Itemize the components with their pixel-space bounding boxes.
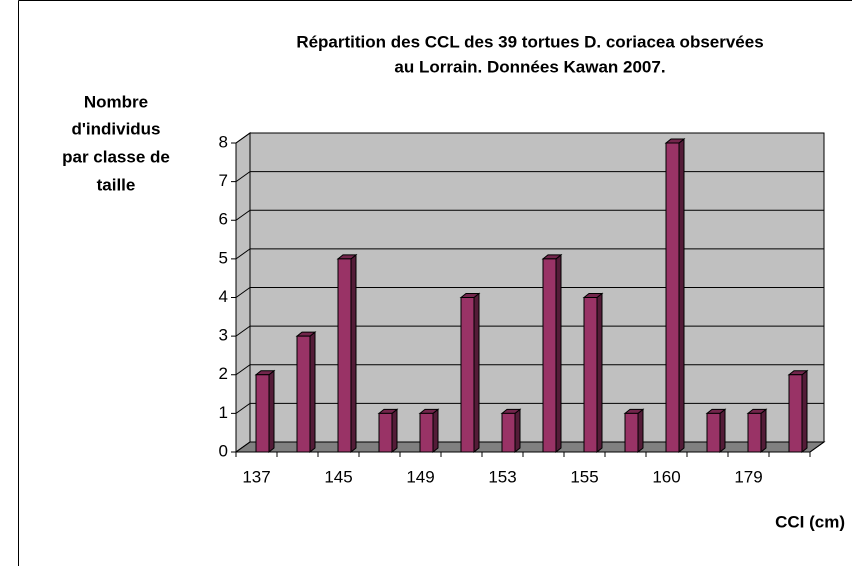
bar — [747, 412, 762, 453]
y-axis-label: d'individus — [71, 119, 160, 138]
y-axis-label: taille — [97, 175, 136, 194]
grid-line — [235, 364, 251, 376]
grid-line — [235, 209, 251, 221]
y-tick-label: 7 — [219, 171, 228, 190]
bar — [665, 142, 680, 453]
bar-side — [473, 292, 480, 454]
bar-side — [637, 408, 644, 454]
y-tick-label: 6 — [219, 210, 228, 229]
y-tick-label: 5 — [219, 248, 228, 267]
bar — [255, 374, 270, 453]
x-axis-label: CCI (cm) — [775, 512, 845, 531]
bar-side — [268, 369, 275, 454]
y-tick-label: 1 — [219, 403, 228, 422]
x-tick-label: 137 — [242, 467, 270, 486]
bar-side — [514, 408, 521, 454]
grid-line — [235, 441, 251, 453]
bar — [706, 412, 721, 453]
grid-line — [235, 132, 251, 144]
grid-line — [235, 402, 251, 414]
x-tick-label: 149 — [406, 467, 434, 486]
bar — [460, 297, 475, 453]
y-tick-label: 8 — [219, 132, 228, 151]
y-axis-label: par classe de — [62, 147, 170, 166]
bar-side — [719, 408, 726, 454]
grid-line — [235, 248, 251, 260]
bar — [788, 374, 803, 453]
floor — [234, 441, 826, 453]
bar-side — [391, 408, 398, 454]
bar — [378, 412, 393, 453]
y-tick-label: 4 — [219, 287, 228, 306]
x-tick-label: 155 — [570, 467, 598, 486]
chart-title: au Lorrain. Données Kawan 2007. — [394, 57, 665, 76]
bar-side — [350, 253, 357, 454]
y-tick-label: 3 — [219, 326, 228, 345]
chart-title: Répartition des CCL des 39 tortues D. co… — [296, 32, 763, 51]
y-axis-label: Nombre — [84, 92, 148, 111]
bar-side — [760, 408, 767, 454]
bar — [624, 412, 639, 453]
bar-side — [309, 331, 316, 454]
bar-side — [678, 137, 685, 454]
bar-side — [432, 408, 439, 454]
bar-side — [596, 292, 603, 454]
bar — [419, 412, 434, 453]
grid-line — [235, 171, 251, 183]
x-tick-label: 179 — [734, 467, 762, 486]
grid-line — [235, 325, 251, 337]
grid-line — [235, 287, 251, 298]
y-tick-label: 0 — [219, 441, 228, 460]
bar-side — [555, 253, 562, 454]
bar — [337, 258, 352, 453]
x-tick-label: 153 — [488, 467, 516, 486]
bar — [542, 258, 557, 453]
bar — [296, 335, 311, 453]
x-tick-label: 145 — [324, 467, 352, 486]
y-tick-label: 2 — [219, 364, 228, 383]
bar-side — [801, 369, 808, 454]
bar — [583, 297, 598, 453]
bar — [501, 412, 516, 453]
x-tick-label: 160 — [652, 467, 680, 486]
